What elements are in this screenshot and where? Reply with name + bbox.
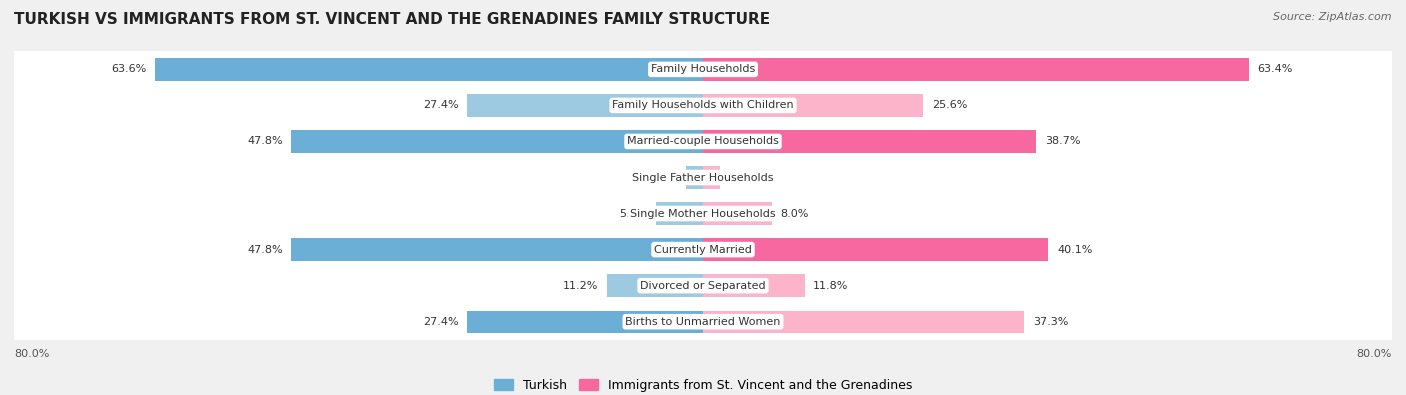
Text: Source: ZipAtlas.com: Source: ZipAtlas.com [1274,12,1392,22]
Text: Divorced or Separated: Divorced or Separated [640,280,766,291]
Text: 11.8%: 11.8% [813,280,849,291]
Text: 25.6%: 25.6% [932,100,967,111]
Text: Births to Unmarried Women: Births to Unmarried Women [626,317,780,327]
FancyBboxPatch shape [13,177,1393,250]
Text: Currently Married: Currently Married [654,245,752,255]
FancyBboxPatch shape [13,105,1393,177]
Text: 5.5%: 5.5% [619,209,647,218]
FancyBboxPatch shape [13,214,1393,286]
Text: 40.1%: 40.1% [1057,245,1092,255]
Bar [467,310,703,333]
Bar [291,130,703,152]
Text: Family Households with Children: Family Households with Children [612,100,794,111]
Bar [703,310,1024,333]
Text: 37.3%: 37.3% [1033,317,1069,327]
FancyBboxPatch shape [13,141,1393,214]
Legend: Turkish, Immigrants from St. Vincent and the Grenadines: Turkish, Immigrants from St. Vincent and… [489,374,917,395]
FancyBboxPatch shape [13,250,1393,322]
Text: 8.0%: 8.0% [780,209,808,218]
Text: Single Father Households: Single Father Households [633,173,773,182]
Bar [703,239,1049,261]
Text: 80.0%: 80.0% [14,349,49,359]
Text: 27.4%: 27.4% [423,317,458,327]
Text: 2.0%: 2.0% [648,173,678,182]
Text: Married-couple Households: Married-couple Households [627,136,779,147]
Text: TURKISH VS IMMIGRANTS FROM ST. VINCENT AND THE GRENADINES FAMILY STRUCTURE: TURKISH VS IMMIGRANTS FROM ST. VINCENT A… [14,12,770,27]
FancyBboxPatch shape [13,286,1393,358]
Bar [703,166,720,189]
Text: 47.8%: 47.8% [247,245,283,255]
Bar [703,202,772,225]
Text: Single Mother Households: Single Mother Households [630,209,776,218]
Bar [703,275,804,297]
Bar [703,94,924,117]
FancyBboxPatch shape [13,70,1393,141]
Text: 47.8%: 47.8% [247,136,283,147]
Bar [703,58,1249,81]
Bar [686,166,703,189]
Bar [291,239,703,261]
Text: 63.4%: 63.4% [1257,64,1294,74]
Text: 2.0%: 2.0% [728,173,758,182]
Text: Family Households: Family Households [651,64,755,74]
Text: 11.2%: 11.2% [562,280,598,291]
Text: 80.0%: 80.0% [1357,349,1392,359]
FancyBboxPatch shape [13,33,1393,105]
Bar [655,202,703,225]
Bar [155,58,703,81]
Bar [606,275,703,297]
Text: 27.4%: 27.4% [423,100,458,111]
Text: 63.6%: 63.6% [111,64,146,74]
Text: 38.7%: 38.7% [1045,136,1080,147]
Bar [467,94,703,117]
Bar [703,130,1036,152]
